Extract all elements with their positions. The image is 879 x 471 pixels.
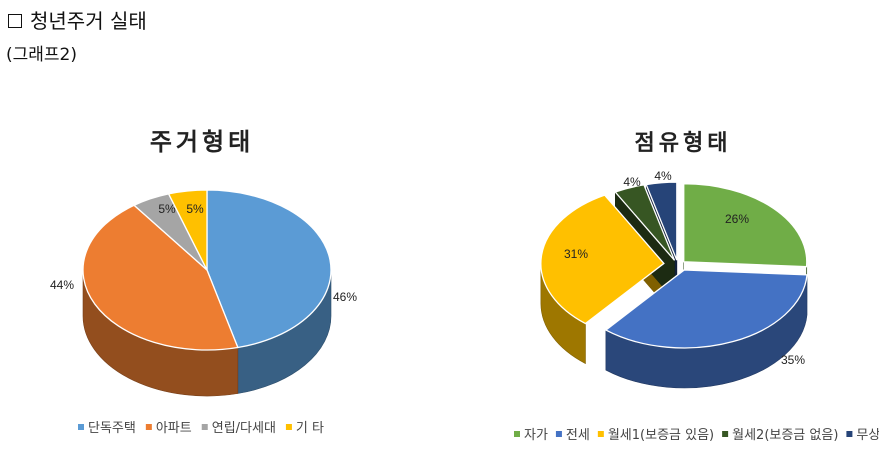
legend-label: 월세2(보증금 없음) xyxy=(732,428,838,443)
legend-label: 자가 xyxy=(524,428,548,443)
legend-label: 아파트 xyxy=(156,421,192,436)
data-label: 5% xyxy=(158,202,176,216)
pie-slice-2 xyxy=(82,204,239,351)
pie-slice-2 xyxy=(604,269,808,349)
data-label: 31% xyxy=(564,247,588,261)
legend-swatch xyxy=(201,424,208,430)
pie-slice-4 xyxy=(167,189,208,271)
legend-label: 월세1(보증금 있음) xyxy=(608,428,714,443)
pie-slice-1 xyxy=(683,183,808,268)
data-label: 44% xyxy=(50,278,74,292)
legend-swatch xyxy=(846,431,853,437)
legend-swatch xyxy=(597,431,604,437)
legend-label: 단독주택 xyxy=(88,421,136,436)
page-heading: 청년주거 실태 xyxy=(8,8,147,34)
checkbox-square-icon xyxy=(8,14,22,28)
chart-title: 주거형태 xyxy=(150,128,254,156)
data-label: 4% xyxy=(623,175,641,189)
legend-swatch xyxy=(145,424,152,430)
data-label: 46% xyxy=(333,290,357,304)
pie-slice-4 xyxy=(614,184,676,261)
pie-slice-5 xyxy=(645,181,678,261)
data-label: 26% xyxy=(725,212,749,226)
page-heading-text: 청년주거 실태 xyxy=(30,9,147,33)
legend-label: 전세 xyxy=(566,428,590,443)
chart-legend: 단독주택 아파트 연립/다세대 기 타 xyxy=(78,421,324,436)
pie-tops xyxy=(82,189,332,351)
page-subheading: (그래프2) xyxy=(6,45,78,65)
data-label: 35% xyxy=(781,353,805,367)
data-label: 5% xyxy=(186,202,204,216)
legend-swatch xyxy=(285,424,292,430)
pie-chart-2: 점유형태 26% 35% 31% 4% 4% 자가 전세 월세1(보증금 있음) 월세2(보증금 … xyxy=(514,131,879,443)
legend-swatch xyxy=(514,431,520,437)
pie-chart-1: 주거형태 46% 44% 5% 5% 단독주택 아파트 연립/다세대 기 타 xyxy=(50,128,357,436)
legend-swatch xyxy=(722,431,729,437)
legend-swatch xyxy=(78,424,84,430)
legend-swatch xyxy=(555,431,562,437)
data-label: 4% xyxy=(654,169,672,183)
pie-tops xyxy=(540,181,808,349)
pie-slice-3 xyxy=(540,194,665,325)
legend-label: 기 타 xyxy=(296,421,324,436)
chart-legend: 자가 전세 월세1(보증금 있음) 월세2(보증금 없음) 무상 xyxy=(514,428,879,443)
legend-label: 연립/다세대 xyxy=(212,421,276,436)
chart-title: 점유형태 xyxy=(635,131,732,156)
pie-slice-1 xyxy=(206,189,332,349)
legend-label: 무상 xyxy=(856,428,879,443)
